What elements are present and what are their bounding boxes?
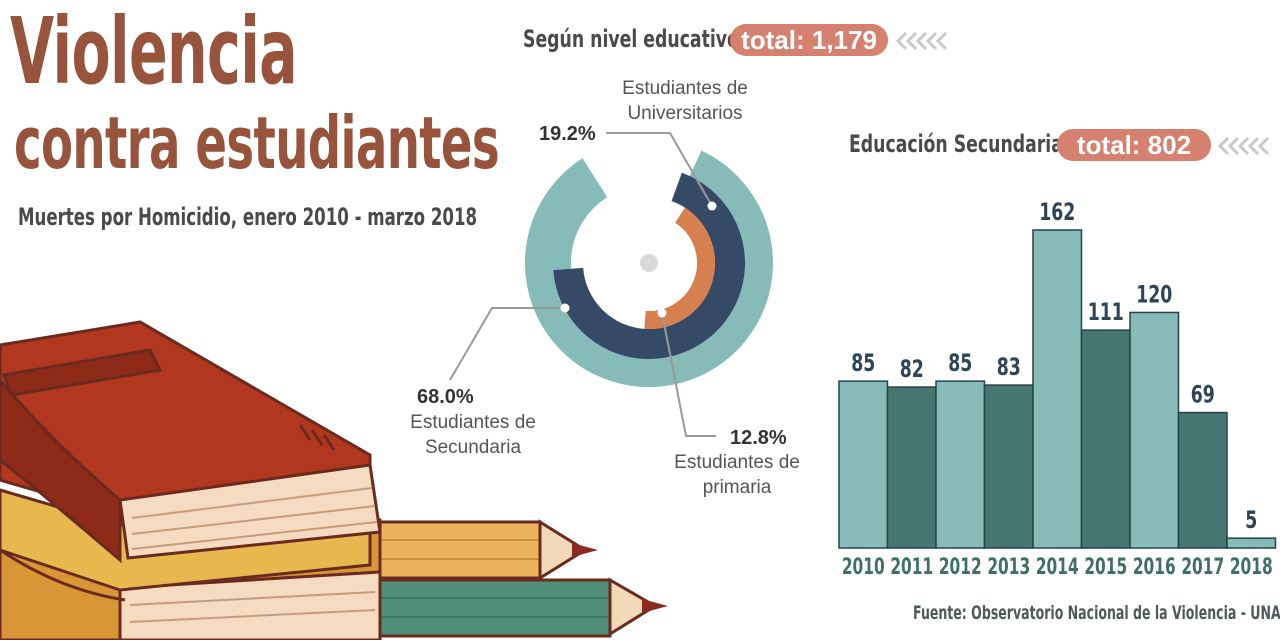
- bar-2014: [1032, 229, 1083, 549]
- label-secundaria: Estudiantes de Secundaria: [391, 410, 555, 460]
- donut-total-badge: total: 1,179: [730, 24, 888, 56]
- bar-2018: [1226, 537, 1277, 549]
- label-universitarios-line1: Estudiantes de: [622, 78, 748, 99]
- leader-line-secundaria: [449, 307, 565, 381]
- label-primaria: Estudiantes de primaria: [657, 450, 817, 500]
- bar-value-2015: 111: [1088, 298, 1124, 326]
- leader-dot-primaria: [657, 308, 667, 318]
- label-secundaria-line1: Estudiantes de: [410, 412, 536, 433]
- pct-secundaria: 68.0%: [417, 386, 474, 408]
- source-note: Fuente: Observatorio Nacional de la Viol…: [913, 602, 1280, 624]
- bar-2017: [1177, 411, 1228, 549]
- leader-line-primaria: [661, 312, 716, 437]
- page-title-line2: contra estudiantes: [14, 101, 500, 185]
- bar-value-2014: 162: [1039, 198, 1075, 226]
- page-subtitle: Muertes por Homicidio, enero 2010 - marz…: [18, 203, 478, 231]
- bar-value-2018: 5: [1245, 506, 1257, 534]
- donut-section-title: Según nivel educativo: [523, 25, 739, 53]
- book-top-icon: [0, 320, 382, 564]
- label-universitarios-line2: Universitarios: [627, 103, 743, 124]
- bar-value-2016: 120: [1136, 281, 1172, 309]
- bar-year-2014: 2014: [1036, 554, 1079, 579]
- bar-year-2010: 2010: [842, 554, 885, 579]
- leader-dot-secundaria: [560, 303, 570, 313]
- donut-center-dot: [640, 254, 658, 272]
- bar-2016: [1129, 311, 1180, 549]
- chevrons-left-icon: [895, 31, 948, 51]
- leader-dot-universitarios: [707, 201, 717, 211]
- bar-year-2015: 2015: [1084, 554, 1127, 579]
- label-primaria-line2: primaria: [702, 477, 772, 498]
- bar-value-2012: 85: [948, 349, 972, 377]
- pct-primaria: 12.8%: [730, 427, 787, 449]
- bar-section-title: Educación Secundaria: [849, 130, 1063, 158]
- bar-2011: [886, 386, 937, 549]
- bar-2010: [838, 380, 889, 549]
- pct-universitarios: 19.2%: [539, 123, 596, 145]
- bar-2013: [983, 384, 1034, 549]
- bar-year-2012: 2012: [939, 554, 982, 579]
- bar-year-2013: 2013: [987, 554, 1030, 579]
- leader-line-universitarios: [606, 132, 713, 207]
- donut-slice-secundaria: [524, 150, 773, 387]
- bar-year-2017: 2017: [1181, 554, 1224, 579]
- bar-2015: [1080, 329, 1131, 549]
- bar-value-2017: 69: [1191, 381, 1215, 409]
- bar-value-2013: 83: [997, 353, 1021, 381]
- label-secundaria-line2: Secundaria: [424, 437, 522, 458]
- bar-total-badge: total: 802: [1057, 129, 1211, 161]
- bar-value-2010: 85: [851, 349, 875, 377]
- bar-year-2016: 2016: [1133, 554, 1176, 579]
- bar-year-2018: 2018: [1230, 554, 1273, 579]
- bar-2012: [935, 380, 986, 549]
- bar-year-2011: 2011: [890, 554, 933, 579]
- books-pencils-illustration: [0, 320, 668, 640]
- label-primaria-line1: Estudiantes de: [674, 452, 800, 473]
- donut-slice-primaria: [644, 207, 716, 329]
- label-universitarios: Estudiantes de Universitarios: [605, 76, 765, 126]
- chevrons-left-icon-2: [1217, 136, 1270, 156]
- page-title: Violencia: [10, 0, 298, 105]
- donut-slice-universitarios: [553, 172, 745, 359]
- bar-value-2011: 82: [900, 355, 924, 383]
